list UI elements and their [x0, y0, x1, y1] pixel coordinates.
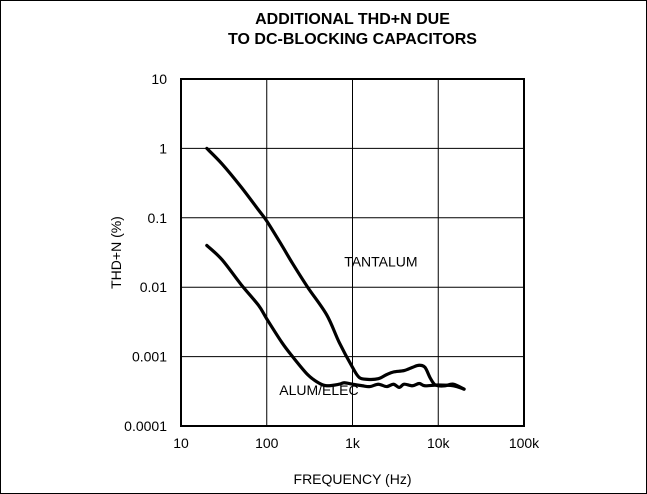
x-tick-label: 10	[173, 435, 189, 451]
chart-title: ADDITIONAL THD+N DUE TO DC-BLOCKING CAPAC…	[228, 11, 477, 48]
plot-area	[180, 78, 525, 427]
y-tick-label: 0.1	[148, 210, 168, 226]
x-axis-label: FREQUENCY (Hz)	[294, 471, 412, 487]
y-tick-label: 0.0001	[124, 418, 167, 434]
x-tick-labels: 10 100 1k 10k 100k	[173, 435, 540, 451]
series-annotation: TANTALUM	[344, 253, 417, 269]
x-tick-label: 100	[255, 435, 279, 451]
x-tick-label: 10k	[427, 435, 451, 451]
x-tick-label: 1k	[345, 435, 361, 451]
x-tick-label: 100k	[509, 435, 540, 451]
series-lines	[205, 146, 466, 391]
annotations: TANTALUM ALUM/ELEC	[279, 253, 417, 398]
series-annotation: ALUM/ELEC	[279, 382, 358, 398]
y-tick-labels: 10 1 0.1 0.01 0.001 0.0001	[124, 71, 167, 434]
chart-title-line: ADDITIONAL THD+N DUE	[255, 11, 450, 28]
y-axis-label: THD+N (%)	[108, 216, 124, 289]
y-tick-label: 10	[151, 71, 167, 87]
y-tick-label: 0.001	[132, 349, 167, 365]
chart-title-line: TO DC-BLOCKING CAPACITORS	[228, 31, 477, 48]
series-line-tantalum	[205, 146, 466, 391]
y-tick-label: 0.01	[140, 279, 167, 295]
series-line-alum-elec	[205, 243, 466, 391]
y-tick-label: 1	[159, 140, 167, 156]
